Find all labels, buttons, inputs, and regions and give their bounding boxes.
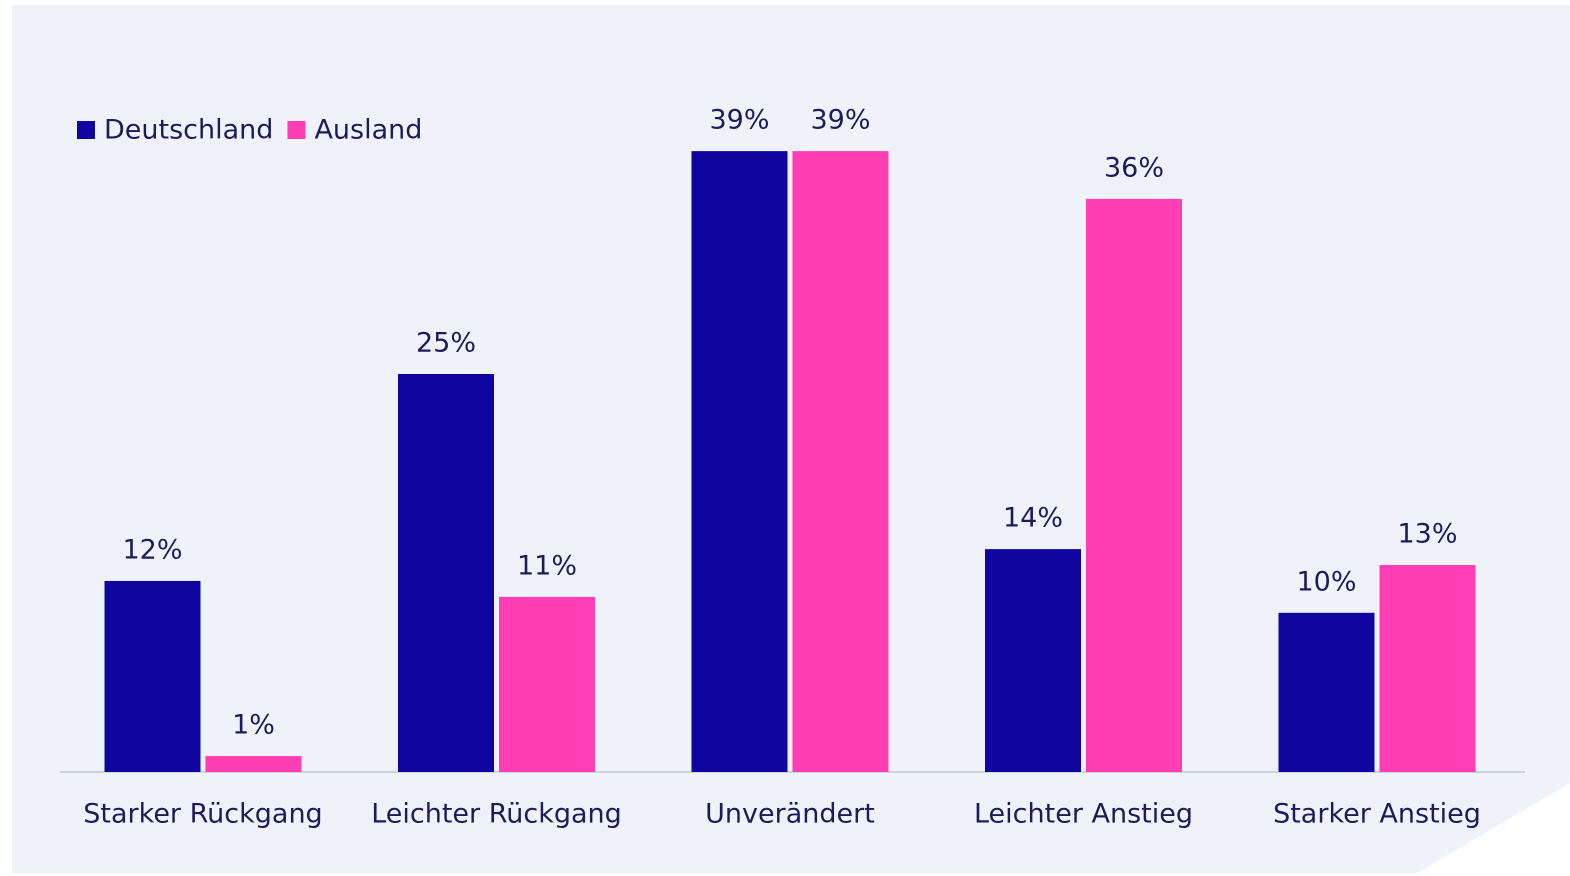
bar	[1278, 612, 1375, 772]
value-label: 36%	[1104, 152, 1164, 183]
corner	[1412, 783, 1570, 876]
legend-swatch	[287, 121, 306, 139]
bar	[104, 580, 201, 772]
legend-swatch	[77, 121, 95, 139]
value-label: 10%	[1296, 566, 1356, 597]
bar	[792, 151, 889, 772]
bar	[1086, 198, 1182, 772]
bar	[205, 756, 302, 772]
value-label: 12%	[122, 534, 182, 565]
value-label: 13%	[1397, 519, 1457, 550]
x-tick-label: Unverändert	[705, 799, 875, 830]
bar	[499, 596, 595, 772]
x-tick-label: Starker Anstieg	[1273, 799, 1481, 830]
bar	[985, 549, 1081, 772]
value-label: 1%	[232, 710, 275, 741]
x-tick-label: Leichter Rückgang	[371, 799, 622, 830]
value-label: 25%	[416, 328, 476, 359]
bar	[1379, 565, 1476, 772]
value-label: 11%	[517, 550, 577, 581]
value-label: 14%	[1003, 503, 1063, 534]
legend-label: Ausland	[314, 115, 422, 146]
bar	[398, 374, 494, 772]
bar	[691, 151, 788, 772]
legend-label: Deutschland	[104, 115, 273, 146]
value-label: 39%	[810, 105, 870, 136]
value-label: 39%	[709, 105, 769, 136]
x-tick-label: Starker Rückgang	[83, 799, 322, 830]
x-tick-label: Leichter Anstieg	[974, 799, 1193, 830]
